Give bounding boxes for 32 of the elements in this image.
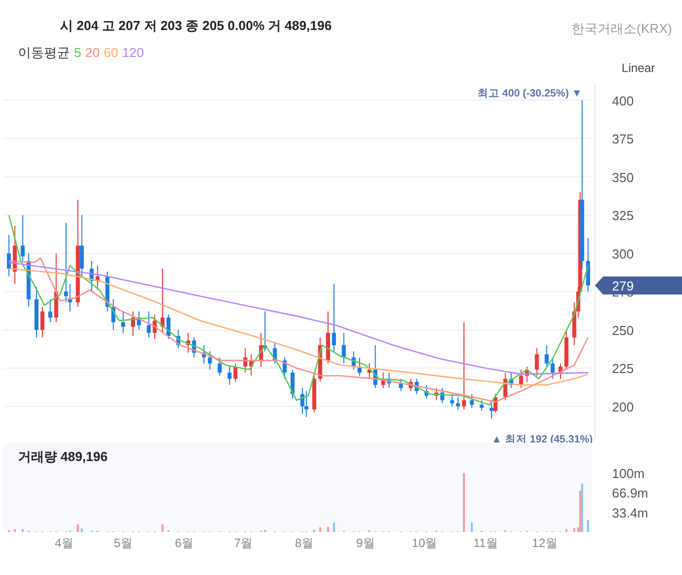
text: 5	[74, 45, 82, 60]
text: 거래량 489,196	[18, 449, 108, 464]
y-tick-label: 250	[612, 322, 634, 338]
y-tick-label: 375	[612, 132, 634, 147]
x-tick-label: 11월	[473, 536, 498, 550]
y-tick-label: 200	[612, 399, 634, 414]
annotation: 279	[612, 278, 634, 294]
text: 120	[122, 45, 144, 60]
annotation: ▲ 최저 192 (45.31%)	[492, 434, 593, 446]
y-tick-label: 66.9m	[612, 486, 648, 501]
annotation: 최고 400 (-30.25%) ▼	[477, 87, 582, 100]
text: 60	[104, 45, 118, 60]
y-tick-label: 33.4m	[612, 505, 648, 520]
x-tick-label: 5월	[114, 536, 133, 550]
x-tick-label: 7월	[234, 536, 253, 550]
x-tick-label: 10월	[412, 536, 438, 550]
legend-title: 이동평균	[18, 45, 70, 60]
text: Linear	[622, 61, 655, 75]
x-tick-label: 6월	[174, 536, 194, 550]
x-tick-label: 9월	[356, 536, 375, 550]
y-tick-label: 225	[612, 361, 634, 376]
text: 한국거래소(KRX)	[572, 21, 672, 36]
y-tick-label: 325	[612, 208, 634, 224]
y-tick-label: 100m	[612, 466, 645, 482]
x-tick-label: 8월	[295, 536, 314, 550]
y-tick-label: 400	[612, 93, 634, 108]
x-tick-label: 12월	[532, 536, 558, 550]
text: 20	[85, 45, 100, 60]
x-tick-label: 4월	[54, 536, 74, 550]
y-tick-label: 350	[612, 170, 634, 185]
y-tick-label: 300	[612, 246, 634, 262]
chart-title: 시 204 고 207 저 203 종 205 0.00% 거 489,196	[60, 18, 332, 33]
